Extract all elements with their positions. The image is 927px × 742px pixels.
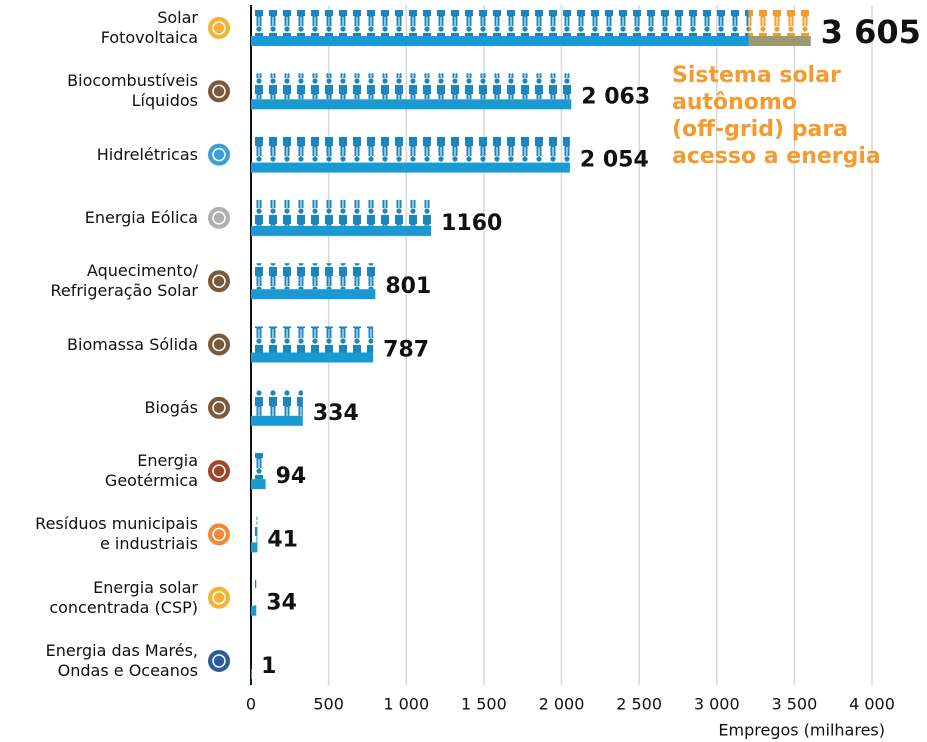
bar (251, 289, 376, 300)
value-label: 1160 (441, 211, 502, 236)
category-label: Biogás (144, 397, 198, 417)
category-label: Energia das Marés, Ondas e Oceanos (45, 641, 198, 680)
category-label: Hidrelétricas (96, 144, 198, 164)
bar (251, 162, 570, 173)
category-icon-inner (212, 401, 226, 415)
x-tick-label: 1 500 (461, 695, 507, 714)
category-icon (206, 331, 232, 358)
category-icon-inner (212, 590, 226, 605)
x-tick-label: 3 000 (694, 695, 740, 714)
value-label: 334 (313, 401, 359, 426)
x-tick-label: 0 (246, 695, 256, 714)
bar (251, 542, 258, 553)
category-icon-inner (212, 464, 226, 478)
category-icon (206, 394, 232, 421)
bar (251, 479, 266, 490)
x-tick-label: 1 000 (383, 695, 429, 714)
value-label: 787 (383, 338, 429, 363)
category-icon-inner (212, 527, 226, 542)
bar-pictogram (253, 136, 570, 163)
category-icon (206, 141, 232, 168)
bar (251, 352, 374, 363)
value-label: 94 (276, 464, 307, 489)
category-label: Biocombustíveis Líquidos (67, 71, 198, 111)
category-icon-inner (212, 337, 226, 352)
category-label: Energia solar concentrada (CSP) (49, 577, 198, 617)
category-icon-inner (212, 84, 226, 99)
category-icon (206, 521, 232, 548)
bar-pictogram (253, 389, 303, 416)
category-label: Biomassa Sólida (67, 334, 198, 354)
category-icon (206, 15, 232, 41)
category-icon-inner (212, 654, 226, 668)
bar-pictogram (253, 326, 374, 353)
bar (251, 225, 432, 236)
offgrid-bar (748, 36, 811, 46)
bar (251, 669, 252, 679)
x-axis-label: Empregos (milhares) (718, 721, 885, 740)
category-icon (206, 268, 232, 295)
x-tick-label: 4 000 (849, 695, 895, 714)
bar-pictogram (253, 453, 266, 480)
bar-pictogram (253, 73, 572, 100)
value-label: 801 (385, 274, 431, 299)
value-label: 2 054 (580, 148, 649, 173)
bar (251, 36, 811, 46)
category-label: Aquecimento/ Refrigeração Solar (50, 261, 198, 301)
bar (251, 99, 572, 110)
category-icon (206, 648, 232, 674)
category-label: Energia Geotérmica (104, 451, 198, 491)
category-label: Solar Fotovoltaica (100, 8, 198, 47)
category-label: Resíduos municipais e industriais (35, 514, 198, 554)
x-tick-label: 500 (313, 695, 344, 714)
bar (251, 415, 303, 426)
value-label: 34 (266, 591, 297, 616)
bar-pictogram (253, 10, 811, 36)
x-tick-label: 2 500 (616, 695, 662, 714)
category-icon-inner (212, 211, 226, 225)
category-icon (206, 204, 232, 231)
bar-pictogram (253, 199, 432, 226)
category-icon-inner (212, 147, 226, 162)
value-label: 3 605 (821, 13, 921, 51)
category-label: Energia Eólica (84, 207, 198, 227)
bar-pictogram (253, 579, 257, 606)
category-icon-inner (212, 21, 226, 35)
category-icon (206, 458, 232, 485)
x-tick-label: 2 000 (539, 695, 585, 714)
bar-pictogram (253, 516, 258, 543)
bar (251, 605, 257, 616)
bar-pictogram (253, 263, 376, 290)
value-label: 1 (261, 654, 276, 679)
category-icon (206, 78, 232, 105)
value-label: 41 (267, 527, 298, 552)
value-label: 2 063 (581, 84, 650, 109)
x-tick-label: 3 500 (771, 695, 817, 714)
annotation: Sistema solar autônomo (off-grid) para a… (672, 63, 881, 169)
offgrid-pictogram (748, 10, 811, 36)
category-icon-inner (212, 274, 226, 288)
category-icon (206, 584, 232, 611)
